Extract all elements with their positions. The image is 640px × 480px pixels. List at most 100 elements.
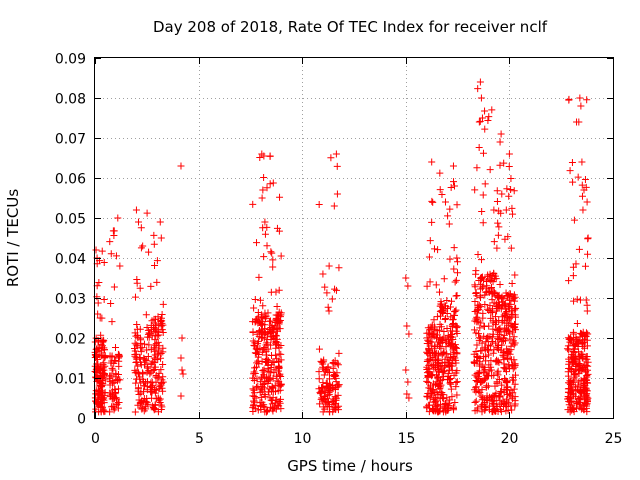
y-tick-label: 0.01 — [55, 372, 86, 388]
data-point — [116, 262, 124, 270]
data-point — [508, 279, 516, 287]
data-point — [570, 297, 578, 305]
data-point — [565, 358, 573, 366]
data-point — [576, 355, 584, 363]
data-point — [159, 344, 167, 352]
data-point — [154, 394, 162, 402]
data-point — [94, 310, 102, 318]
data-point — [432, 281, 440, 289]
data-point — [481, 180, 489, 188]
data-point — [261, 343, 269, 351]
data-point — [507, 186, 515, 193]
data-point — [142, 311, 150, 319]
data-point — [484, 341, 492, 349]
data-point — [331, 404, 339, 412]
data-point — [136, 354, 144, 362]
data-point — [439, 394, 447, 402]
data-point — [143, 324, 151, 332]
data-point — [446, 255, 454, 263]
data-point — [564, 368, 572, 376]
data-point — [423, 282, 431, 290]
data-point — [254, 337, 262, 345]
data-point — [423, 348, 431, 356]
data-point — [575, 118, 583, 126]
data-point — [147, 326, 155, 334]
data-point — [499, 351, 507, 359]
data-point — [272, 288, 280, 296]
data-point — [151, 324, 159, 332]
data-point — [95, 378, 103, 386]
data-point — [430, 316, 438, 324]
data-point — [578, 158, 586, 166]
data-point — [159, 361, 167, 369]
data-point — [260, 366, 268, 374]
data-point — [266, 375, 274, 383]
data-point — [440, 395, 448, 403]
data-point — [473, 292, 481, 300]
data-point — [512, 326, 520, 334]
data-point — [137, 389, 145, 397]
data-point — [261, 218, 269, 226]
data-point — [577, 329, 585, 337]
data-point — [436, 407, 444, 415]
data-point — [576, 394, 584, 402]
data-point — [261, 392, 269, 400]
data-point — [451, 278, 459, 286]
data-point — [440, 305, 448, 313]
data-point — [138, 403, 146, 411]
data-point — [250, 389, 258, 397]
data-point — [436, 186, 444, 194]
data-point — [493, 187, 501, 195]
data-point — [254, 353, 262, 361]
data-point — [579, 340, 587, 348]
data-point — [493, 344, 501, 352]
data-point — [482, 404, 490, 412]
data-point — [94, 376, 102, 384]
data-point — [111, 385, 119, 393]
data-point — [403, 322, 411, 330]
data-point — [436, 334, 444, 342]
data-point — [488, 296, 496, 304]
data-point — [132, 379, 140, 387]
data-point — [255, 360, 263, 368]
data-point — [507, 174, 515, 182]
data-point — [501, 300, 509, 308]
x-tick-label: 15 — [398, 431, 416, 447]
data-point — [131, 366, 139, 374]
data-point — [277, 350, 285, 358]
data-point — [476, 78, 484, 86]
data-point — [423, 393, 431, 401]
data-point — [315, 200, 323, 208]
data-point — [259, 366, 267, 374]
data-point — [425, 253, 433, 261]
data-point — [503, 185, 511, 193]
data-point — [564, 334, 572, 342]
data-point — [509, 210, 517, 218]
data-point — [453, 330, 461, 338]
data-point — [502, 305, 510, 313]
data-point — [488, 106, 496, 114]
data-point — [109, 390, 117, 398]
data-point — [324, 385, 332, 393]
data-point — [99, 364, 107, 372]
data-point — [178, 334, 186, 342]
data-point — [323, 379, 331, 387]
data-point — [131, 329, 139, 337]
data-point — [489, 349, 497, 357]
data-point — [506, 330, 514, 338]
data-point — [498, 293, 506, 301]
y-tick-label: 0.09 — [55, 52, 86, 68]
data-point — [107, 300, 115, 308]
data-point — [157, 318, 165, 326]
x-tick-label: 10 — [294, 431, 312, 447]
data-point — [133, 342, 141, 350]
data-point — [137, 244, 145, 252]
data-point — [425, 408, 433, 416]
data-point — [331, 285, 339, 293]
data-point — [477, 94, 485, 102]
data-point — [430, 245, 438, 253]
data-point — [478, 386, 486, 394]
data-point — [259, 302, 267, 310]
data-point — [440, 275, 448, 283]
data-point — [264, 331, 272, 339]
